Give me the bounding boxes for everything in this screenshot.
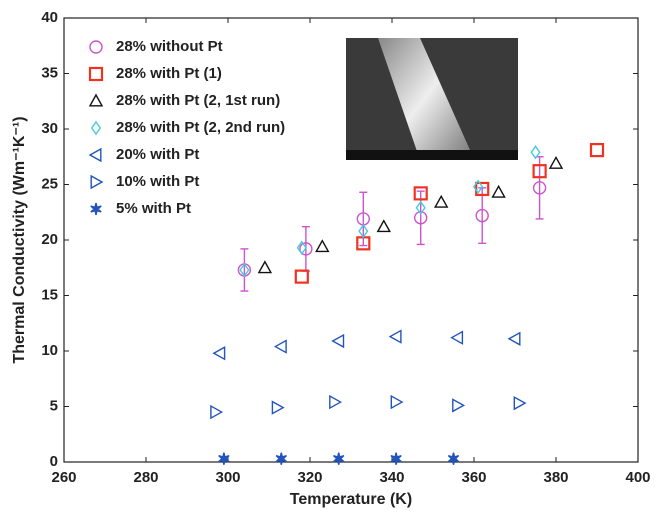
point — [414, 211, 428, 225]
y-tick-label: 35 — [41, 64, 58, 81]
point — [390, 452, 402, 465]
point — [447, 452, 460, 465]
point — [530, 145, 541, 160]
point — [491, 184, 506, 198]
x-tick-label: 280 — [133, 469, 158, 486]
legend-label: 28% with Pt (2, 2nd run) — [116, 119, 285, 136]
point — [475, 208, 489, 223]
point — [415, 200, 426, 216]
point — [239, 262, 250, 278]
point — [331, 333, 345, 349]
legend-marker — [90, 120, 102, 136]
point — [294, 269, 309, 284]
point — [329, 394, 343, 410]
point — [513, 395, 527, 411]
point — [273, 339, 287, 354]
point — [333, 452, 345, 465]
y-tick-label: 30 — [41, 120, 58, 137]
point — [271, 400, 285, 415]
y-tick-label: 40 — [41, 9, 58, 26]
legend-marker — [89, 40, 103, 54]
legend-label: 28% with Pt (1) — [116, 65, 222, 82]
point — [452, 398, 466, 413]
legend-label: 28% with Pt (2, 1st run) — [116, 92, 280, 109]
point — [257, 260, 273, 274]
legend-marker — [88, 93, 104, 107]
legend-label: 10% with Pt — [116, 173, 199, 190]
legend-marker — [90, 202, 102, 216]
point — [532, 181, 547, 195]
legend-label: 20% with Pt — [116, 146, 199, 163]
x-tick-label: 260 — [51, 469, 76, 486]
point — [212, 346, 226, 361]
point — [299, 242, 313, 256]
point — [413, 186, 428, 201]
legend-label: 28% without Pt — [116, 38, 223, 55]
y-tick-label: 10 — [41, 342, 58, 359]
point — [218, 452, 230, 465]
x-tick-label: 360 — [461, 469, 486, 486]
point — [507, 331, 521, 346]
legend-marker — [88, 147, 102, 163]
point — [532, 164, 547, 179]
point — [275, 452, 287, 465]
point — [434, 194, 449, 208]
point — [315, 239, 330, 253]
point — [473, 179, 484, 194]
x-tick-label: 320 — [297, 469, 322, 486]
point — [376, 219, 391, 233]
y-tick-label: 20 — [41, 231, 58, 248]
x-tick-label: 400 — [625, 469, 650, 486]
x-tick-label: 300 — [215, 469, 240, 486]
y-axis-title: Thermal Conductivity (Wm⁻¹K⁻¹) — [11, 116, 28, 363]
y-tick-label: 25 — [41, 175, 58, 192]
x-tick-label: 380 — [543, 469, 568, 486]
inset-image — [346, 38, 518, 160]
point — [548, 155, 564, 169]
y-tick-label: 5 — [50, 397, 58, 414]
legend-marker — [90, 174, 104, 190]
legend-label: 5% with Pt — [116, 200, 191, 217]
legend-marker — [88, 66, 104, 82]
y-tick-label: 15 — [41, 286, 58, 303]
point — [390, 394, 404, 410]
point — [296, 240, 307, 255]
y-tick-label: 0 — [50, 453, 58, 470]
x-axis-title: Temperature (K) — [290, 491, 412, 508]
point — [388, 329, 402, 344]
point — [589, 142, 605, 158]
point — [210, 404, 224, 420]
x-tick-label: 340 — [379, 469, 404, 486]
point — [358, 223, 369, 239]
point — [450, 330, 464, 345]
